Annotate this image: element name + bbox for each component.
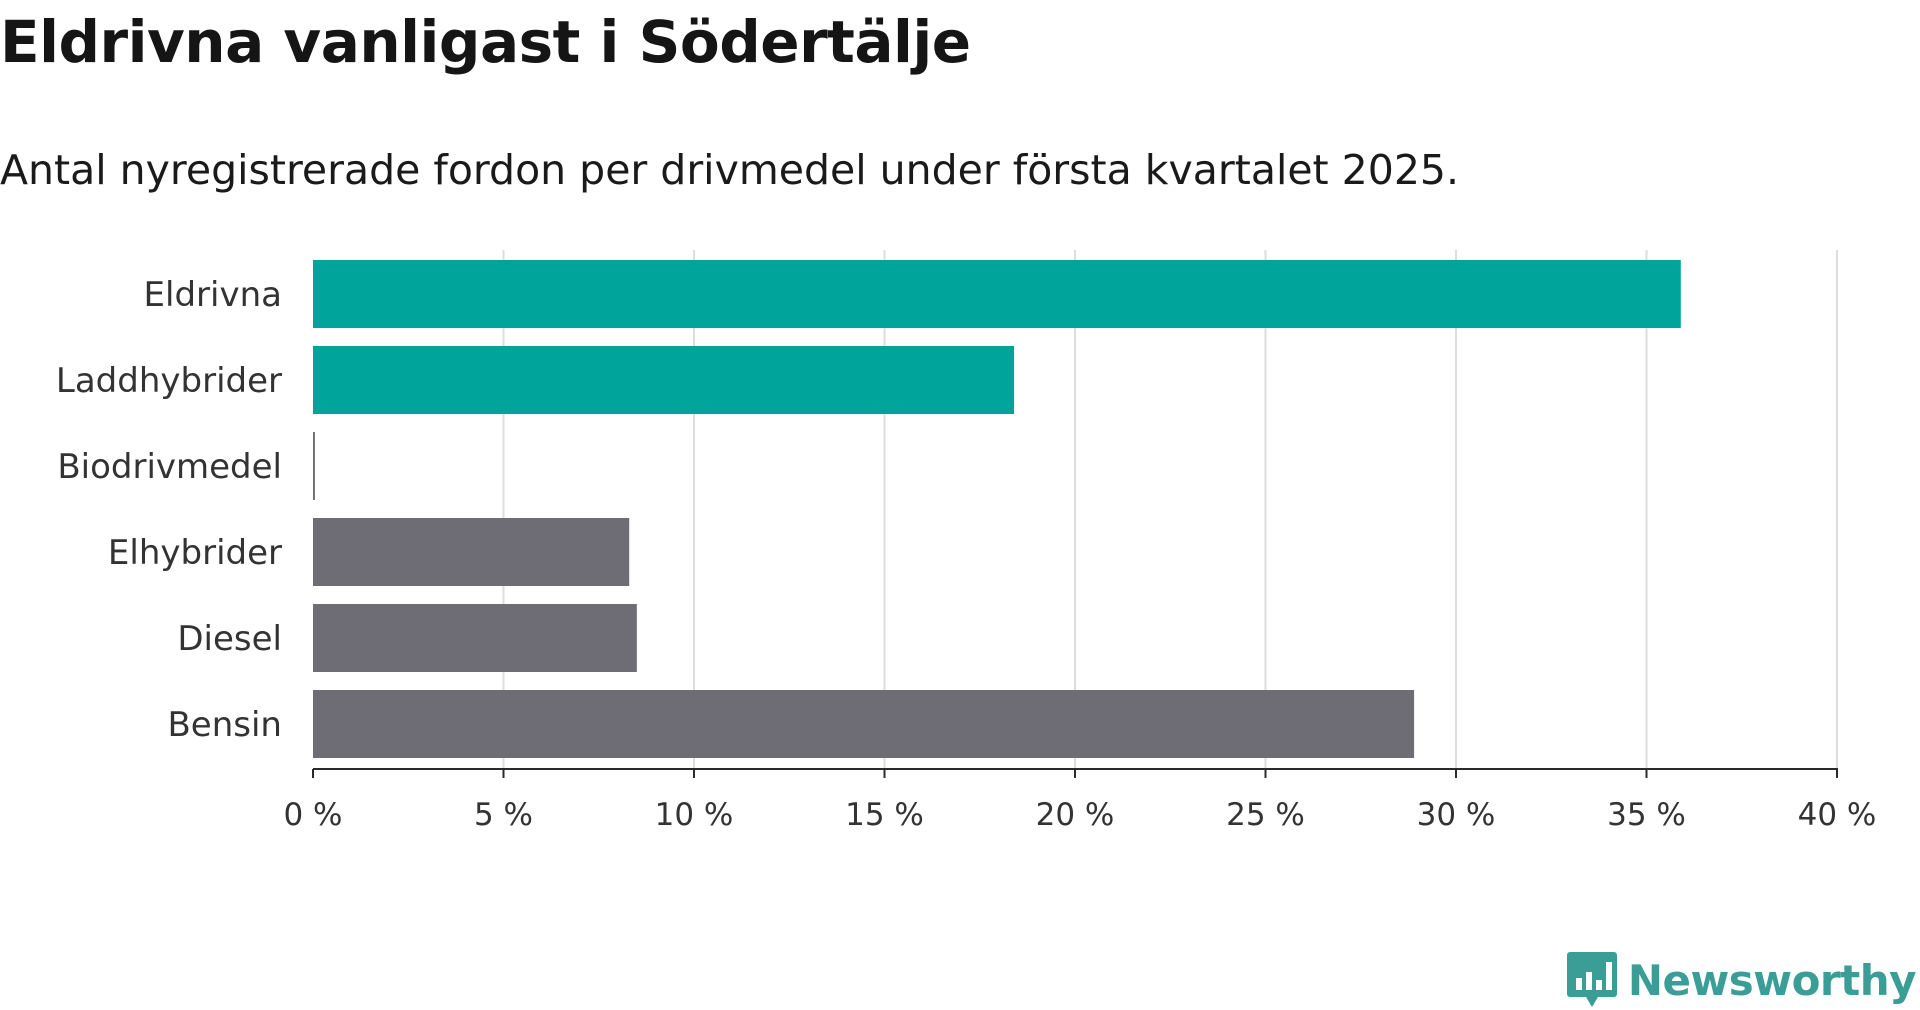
grid-lines — [502, 250, 1838, 769]
x-tick-label: 30 % — [1417, 797, 1496, 833]
x-tick-label: 5 % — [474, 797, 533, 833]
category-label: Biodrivmedel — [57, 447, 282, 487]
chart-subtitle: Antal nyregistrerade fordon per drivmede… — [0, 146, 1460, 194]
bar-chart-bubble-icon — [1566, 952, 1617, 1007]
x-tick-label: 15 % — [845, 797, 924, 833]
chart-title: Eldrivna vanligast i Södertälje — [0, 8, 971, 76]
x-tick-label: 25 % — [1226, 797, 1305, 833]
bars — [313, 260, 1681, 758]
category-label: Elhybrider — [108, 533, 282, 573]
x-tick-label: 20 % — [1036, 797, 1115, 833]
category-label: Laddhybrider — [56, 361, 282, 401]
category-label: Bensin — [167, 705, 282, 745]
bar-laddhybrider — [313, 346, 1015, 414]
bar-diesel — [313, 604, 637, 672]
bar-eldrivna — [313, 260, 1681, 328]
newsworthy-logo: Newsworthy — [1566, 950, 1917, 1010]
bar-biodrivmedel — [313, 432, 315, 500]
category-label: Diesel — [177, 619, 282, 659]
category-label: Eldrivna — [144, 275, 282, 315]
logo-text: Newsworthy — [1627, 955, 1917, 1005]
bar-bensin — [313, 690, 1415, 758]
bar-elhybrider — [313, 518, 630, 586]
x-axis: 0 % 5 % 10 % 15 % 20 % 25 % 30 % 35 % 40 % — [283, 768, 1877, 833]
category-labels: Eldrivna Laddhybrider Biodrivmedel Elhybrid… — [56, 275, 282, 745]
x-tick-label: 10 % — [655, 797, 734, 833]
x-tick-label: 0 % — [283, 797, 342, 833]
x-tick-label: 35 % — [1607, 797, 1686, 833]
x-tick-label: 40 % — [1798, 797, 1877, 833]
